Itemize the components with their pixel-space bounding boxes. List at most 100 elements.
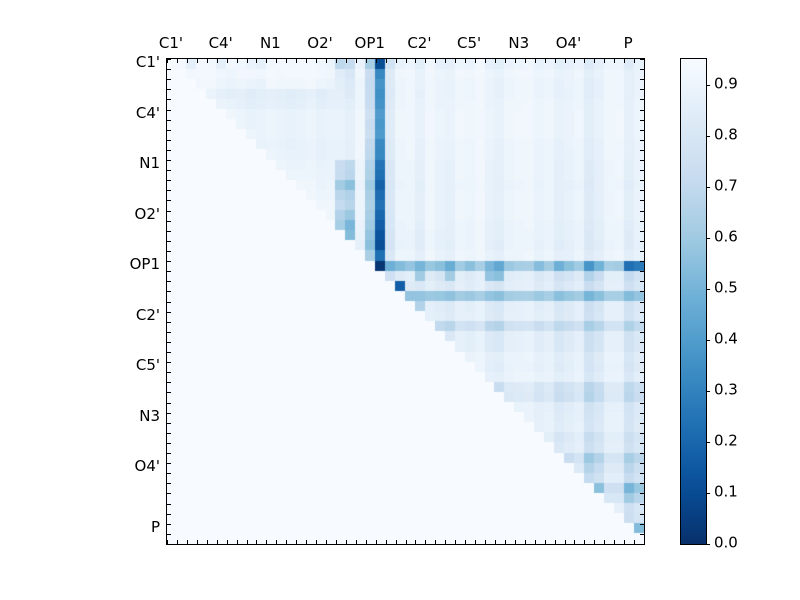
axis-tick <box>644 540 645 544</box>
axis-tick <box>345 59 347 63</box>
axis-tick <box>365 540 367 544</box>
axis-tick <box>186 540 188 544</box>
axis-tick <box>167 523 171 525</box>
axis-tick <box>266 540 268 544</box>
axis-tick <box>640 362 644 364</box>
axis-tick <box>514 59 516 63</box>
axis-tick <box>640 200 644 202</box>
axis-tick <box>316 540 318 544</box>
axis-tick <box>455 59 457 63</box>
axis-tick <box>167 99 171 101</box>
x-tick-label-5: C2' <box>407 34 432 52</box>
x-tick-label-1: C4' <box>208 34 233 52</box>
axis-tick <box>167 79 171 81</box>
heatmap-cells <box>167 59 644 544</box>
axis-tick <box>335 59 337 63</box>
axis-tick <box>640 59 644 60</box>
colorbar-gradient <box>681 59 706 544</box>
axis-tick <box>167 301 171 303</box>
axis-tick <box>455 540 457 544</box>
axis-tick <box>614 540 616 544</box>
axis-tick <box>485 540 486 544</box>
axis-tick <box>644 59 645 63</box>
x-tick-label-9: P <box>623 34 633 52</box>
axis-tick <box>640 170 644 172</box>
axis-tick <box>196 540 198 544</box>
axis-tick <box>584 540 586 544</box>
axis-tick <box>475 59 477 63</box>
axis-tick <box>167 453 171 455</box>
axis-tick <box>640 382 644 384</box>
axis-tick <box>640 149 644 151</box>
heatmap-plot-area <box>166 58 645 545</box>
colorbar-tick-label-3: 0.3 <box>714 380 738 399</box>
axis-tick <box>445 540 447 544</box>
axis-tick <box>475 540 477 544</box>
axis-tick <box>167 533 171 535</box>
axis-tick <box>167 69 171 71</box>
axis-tick <box>206 540 208 544</box>
axis-tick <box>167 220 171 222</box>
axis-tick <box>167 341 171 343</box>
axis-tick <box>640 513 644 515</box>
axis-tick <box>640 453 644 455</box>
colorbar-tick <box>706 544 710 545</box>
colorbar-tick <box>706 186 710 188</box>
axis-tick <box>206 59 208 63</box>
axis-tick <box>167 200 171 202</box>
axis-tick <box>640 69 644 71</box>
axis-tick <box>256 540 258 544</box>
axis-tick <box>385 59 387 63</box>
axis-tick <box>640 271 644 273</box>
axis-tick <box>445 59 447 63</box>
axis-tick <box>326 59 327 63</box>
axis-tick <box>226 540 228 544</box>
axis-tick <box>296 59 298 63</box>
axis-tick <box>167 493 171 495</box>
axis-tick <box>640 544 644 545</box>
axis-tick <box>640 210 644 212</box>
axis-tick <box>167 473 171 475</box>
axis-tick <box>544 540 546 544</box>
axis-tick <box>167 59 171 60</box>
axis-tick <box>640 473 644 475</box>
axis-tick <box>494 59 496 63</box>
axis-tick <box>395 59 397 63</box>
axis-tick <box>504 540 506 544</box>
axis-tick <box>574 59 576 63</box>
axis-tick <box>640 392 644 394</box>
axis-tick <box>167 210 171 212</box>
axis-tick <box>504 59 506 63</box>
axis-tick <box>345 540 347 544</box>
axis-tick <box>640 301 644 303</box>
axis-tick <box>246 540 248 544</box>
axis-tick <box>640 261 644 263</box>
axis-tick <box>435 59 437 63</box>
axis-tick <box>306 540 308 544</box>
axis-tick <box>167 483 171 485</box>
axis-tick <box>167 412 171 414</box>
axis-tick <box>640 442 644 444</box>
axis-tick <box>167 119 171 121</box>
axis-tick <box>624 59 626 63</box>
axis-tick <box>355 59 357 63</box>
axis-tick <box>216 540 218 544</box>
axis-tick <box>167 392 171 394</box>
colorbar-tick-label-9: 0.9 <box>714 74 738 93</box>
colorbar-tick-label-6: 0.6 <box>714 227 738 246</box>
axis-tick <box>167 463 171 465</box>
axis-tick <box>167 89 171 91</box>
axis-tick <box>640 463 644 465</box>
axis-tick <box>167 382 171 384</box>
axis-tick <box>640 402 644 404</box>
axis-tick <box>167 503 171 505</box>
axis-tick <box>640 220 644 222</box>
axis-tick <box>640 129 644 131</box>
x-tick-label-8: O4' <box>555 34 582 52</box>
axis-tick <box>176 59 178 63</box>
axis-tick <box>544 59 546 63</box>
axis-tick <box>640 119 644 121</box>
axis-tick <box>226 59 228 63</box>
axis-tick <box>640 79 644 81</box>
axis-tick <box>564 540 566 544</box>
